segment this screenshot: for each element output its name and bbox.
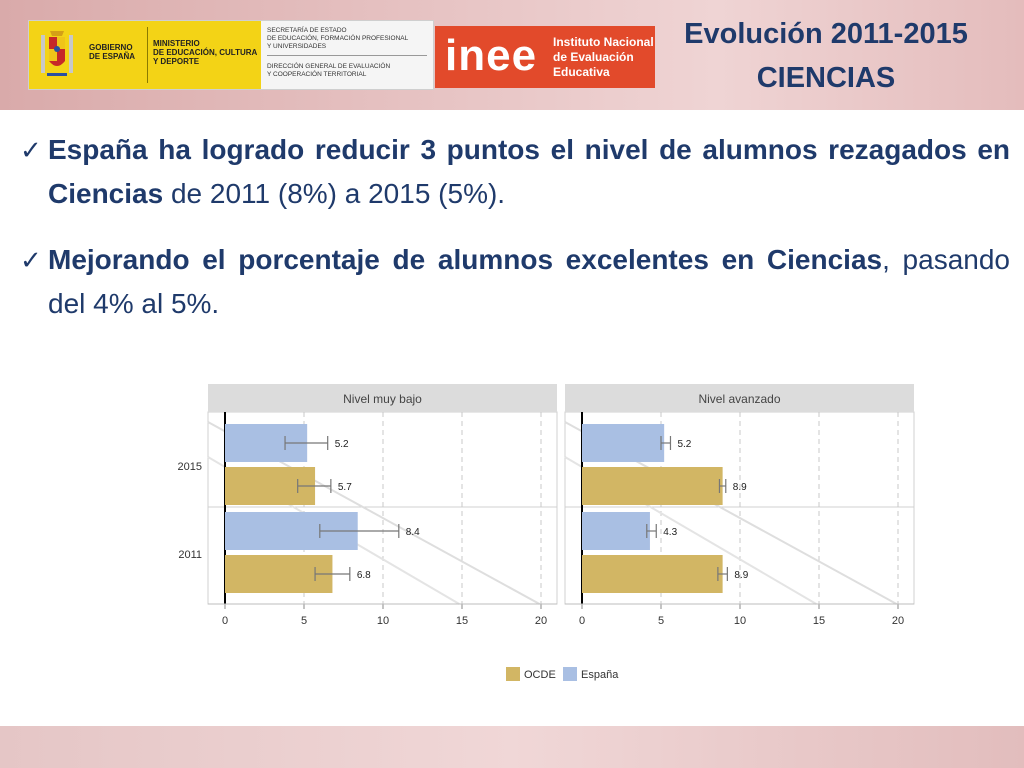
gov-line1: GOBIERNO [89,43,133,52]
category-label: 2015 [178,461,202,473]
logo-separator [147,27,148,83]
data-label: 5.2 [677,439,691,450]
x-tick-label: 20 [535,615,547,627]
bullet-1-bold: España ha logrado reducir 3 puntos el ni… [48,134,1010,209]
footer-band [0,726,1024,768]
x-tick-label: 10 [377,615,389,627]
inee-logo: inee Instituto Nacional de Evaluación Ed… [435,26,655,88]
data-label: 5.7 [338,482,352,493]
inee-line2: de Evaluación [553,50,634,64]
slide-title-line2: CIENCIAS [756,62,896,94]
bullet-item-1: ✓ España ha logrado reducir 3 puntos el … [20,128,1010,216]
checkmark-icon: ✓ [20,245,42,275]
x-tick-label: 5 [658,615,664,627]
data-label: 8.9 [734,570,748,581]
slide-title-line1: Evolución 2011-2015 [684,18,968,50]
x-tick-label: 0 [579,615,585,627]
data-label: 6.8 [357,570,371,581]
secretaria-line1: SECRETARÍA DE ESTADO [267,27,347,34]
bullet-1-normal: de 2011 (8%) a 2015 (5%). [163,178,506,209]
bullet-text-1: España ha logrado reducir 3 puntos el ni… [48,128,1010,216]
panel-header [208,384,557,412]
bar-ocde-2011 [582,555,723,593]
x-tick-label: 5 [301,615,307,627]
legend-label-ocde: OCDE [524,669,556,681]
bar-espana-2011 [582,512,650,550]
data-label: 5.2 [335,439,349,450]
x-tick-label: 0 [222,615,228,627]
bar-espana-2015 [582,424,665,462]
bullet-text-2: Mejorando el porcentaje de alumnos excel… [48,238,1010,326]
checkmark-icon: ✓ [20,135,42,165]
ministry-line1: MINISTERIO [153,39,200,48]
panel-header [565,384,914,412]
category-label: 2011 [178,549,202,561]
gov-line2: DE ESPAÑA [89,52,136,61]
bullet-item-2: ✓ Mejorando el porcentaje de alumnos exc… [20,238,1010,326]
ministry-line2: DE EDUCACIÓN, CULTURA [153,48,258,57]
coat-of-arms-icon [41,31,73,76]
x-tick-label: 15 [813,615,825,627]
slide-title: Evolución 2011-2015 CIENCIAS [646,12,1006,100]
ministry-line3: Y DEPORTE [153,57,200,66]
legend-swatch-ocde [506,667,520,681]
x-tick-label: 20 [892,615,904,627]
direccion-line2: Y COOPERACIÓN TERRITORIAL [267,71,367,78]
x-tick-label: 10 [734,615,746,627]
panel-title: Nivel muy bajo [343,392,422,406]
legend-label-espana: España [581,669,619,681]
direccion-line1: DIRECCIÓN GENERAL DE EVALUACIÓN [267,63,391,70]
bullet-2-bold: Mejorando el porcentaje de alumnos excel… [48,244,883,275]
data-label: 8.4 [406,527,420,538]
panel-title: Nivel avanzado [698,392,780,406]
secretaria-line3: Y UNIVERSIDADES [267,43,327,50]
bar-ocde-2015 [582,467,723,505]
government-yellow-panel: GOBIERNO DE ESPAÑA MINISTERIO DE EDUCACI… [29,21,261,89]
secretaria-line2: DE EDUCACIÓN, FORMACIÓN PROFESIONAL [267,35,409,42]
x-tick-label: 15 [456,615,468,627]
legend-swatch-espana [563,667,577,681]
inee-wordmark: inee [445,31,538,80]
inee-line3: Educativa [553,65,610,79]
bullet-2-normal: , pasando del 4% al 5%. [48,244,1010,319]
data-label: 4.3 [663,527,677,538]
government-logo: GOBIERNO DE ESPAÑA MINISTERIO DE EDUCACI… [28,20,434,90]
data-label: 8.9 [733,482,747,493]
secretaria-divider [267,55,427,56]
inee-line1: Instituto Nacional [553,35,654,49]
